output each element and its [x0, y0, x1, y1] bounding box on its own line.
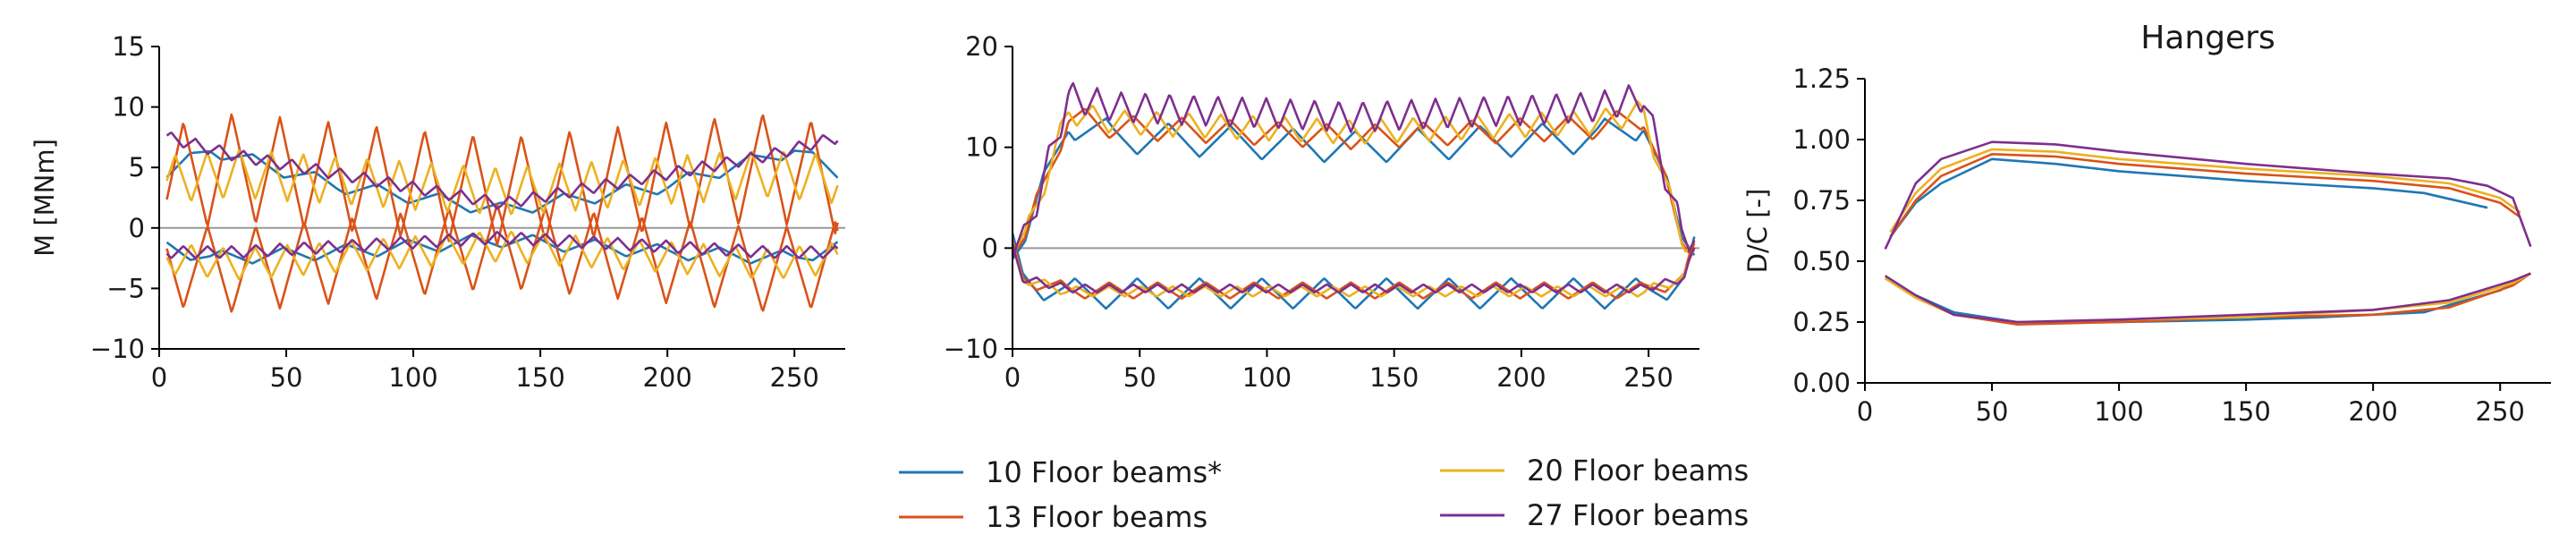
series-line-1-lower	[1885, 272, 2531, 324]
x-tick-label: 250	[770, 362, 819, 393]
y-tick-label: 10	[112, 92, 145, 123]
y-tick-label: 0.25	[1792, 307, 1851, 337]
y-tick-label: 20	[965, 31, 998, 62]
series-line-4-lower	[165, 231, 839, 259]
series-line-3-upper	[165, 149, 839, 216]
y-tick-label: 1.25	[1792, 64, 1851, 94]
series-line-4-lower	[1884, 272, 2531, 324]
series-line-3-lower	[1884, 272, 2531, 324]
y-tick-label: 5	[129, 152, 145, 182]
series-line-4-upper	[1884, 140, 2532, 250]
series-line-2-lower	[1011, 239, 1696, 300]
series-line-1-upper	[1011, 117, 1696, 260]
x-tick-label: 50	[270, 362, 303, 393]
y-tick-label: 0.00	[1792, 368, 1851, 398]
x-tick-label: 50	[1123, 362, 1157, 393]
series-line-3-lower	[165, 230, 839, 281]
x-tick-label: 0	[151, 362, 167, 393]
y-axis-label: D/C [-]	[1742, 189, 1773, 274]
series-line-2-lower	[165, 203, 839, 313]
x-tick-label: 250	[1623, 362, 1673, 393]
series-line-3-upper	[1889, 148, 2521, 233]
x-tick-label: 150	[1369, 362, 1419, 393]
x-tick-label: 150	[515, 362, 564, 393]
series-line-2-upper	[1011, 107, 1696, 256]
x-tick-label: 200	[642, 362, 691, 393]
y-axis-label: M [MNm]	[30, 139, 60, 257]
chart-panel-3: Hangers D/C [-] 0 50 100 150 200 250 0.00 0.25 0.5…	[1742, 20, 2551, 427]
series-line-1-upper	[1889, 157, 2488, 238]
x-tick-label: 250	[2476, 396, 2525, 427]
y-tick-label: 0	[982, 233, 998, 263]
legend-label-1: 10 Floor beams*	[986, 455, 1222, 489]
y-tick-label: 0	[129, 213, 145, 243]
series-line-2-upper	[1889, 153, 2521, 238]
y-tick-label: −10	[90, 334, 145, 364]
x-tick-label: 50	[1976, 396, 2009, 427]
y-tick-label: −10	[944, 334, 998, 364]
legend-label-3: 20 Floor beams	[1527, 454, 1749, 488]
series-line-4-upper	[165, 132, 839, 210]
x-tick-label: 100	[2094, 396, 2143, 427]
y-tick-label: 0.50	[1792, 246, 1851, 276]
legend-label-4: 27 Floor beams	[1527, 498, 1749, 532]
series-line-4-upper	[1011, 81, 1696, 259]
y-tick-label: 0.75	[1792, 185, 1851, 216]
series-line-4-lower	[1011, 243, 1696, 294]
x-tick-label: 200	[2348, 396, 2397, 427]
y-tick-label: −5	[106, 273, 145, 303]
legend-label-2: 13 Floor beams	[986, 500, 1208, 534]
chart-title: Hangers	[2140, 20, 2275, 56]
y-tick-label: 10	[965, 132, 998, 163]
y-tick-label: 1.00	[1792, 124, 1851, 155]
x-tick-label: 0	[1004, 362, 1021, 393]
legend: 10 Floor beams* 13 Floor beams 20 Floor be…	[899, 454, 1749, 534]
y-tick-label: 15	[112, 31, 145, 62]
x-tick-label: 150	[2221, 396, 2270, 427]
x-tick-label: 200	[1496, 362, 1546, 393]
x-tick-label: 0	[1857, 396, 1873, 427]
series-line-1-lower	[1011, 233, 1696, 310]
x-tick-label: 100	[1242, 362, 1292, 393]
x-tick-label: 100	[388, 362, 437, 393]
chart-panel-1: M [MNm] 0 50 100 150 200 250 −10 −5 0 5 10 15	[30, 31, 845, 393]
